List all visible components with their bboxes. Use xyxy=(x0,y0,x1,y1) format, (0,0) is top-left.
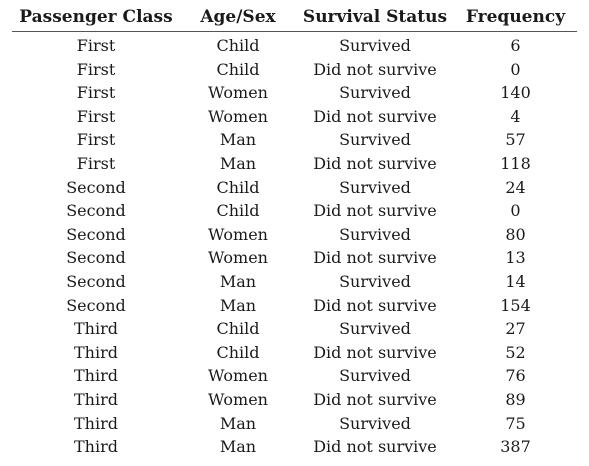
header-frequency: Frequency xyxy=(454,4,577,32)
cell-passenger-class: Second xyxy=(66,201,126,221)
table-body: First Child Survived 6 First Child Did not sur… xyxy=(12,32,577,459)
cell-frequency: 76 xyxy=(505,366,526,386)
table-row: First Child Did not survive 0 xyxy=(12,58,577,82)
table-row: Third Women Survived 76 xyxy=(12,364,577,388)
cell-age-sex: Man xyxy=(219,295,257,315)
cell-age-sex: Child xyxy=(216,319,260,339)
cell-passenger-class: Second xyxy=(66,177,126,197)
cell-age-sex: Man xyxy=(219,437,257,457)
table-row: First Man Did not survive 118 xyxy=(12,152,577,176)
cell-survival-status: Survived xyxy=(339,271,411,291)
cell-passenger-class: Third xyxy=(74,413,118,433)
table-row: Second Child Survived 24 xyxy=(12,176,577,200)
cell-passenger-class: Second xyxy=(66,224,126,244)
cell-frequency: 57 xyxy=(505,130,526,150)
cell-survival-status: Did not survive xyxy=(313,295,437,315)
table-row: Second Man Survived 14 xyxy=(12,270,577,294)
cell-survival-status: Survived xyxy=(339,366,411,386)
cell-age-sex: Child xyxy=(216,177,260,197)
cell-passenger-class: Third xyxy=(74,389,118,409)
cell-age-sex: Child xyxy=(216,36,260,55)
header-row: Passenger Class Age/Sex Survival Status … xyxy=(12,4,577,32)
cell-age-sex: Man xyxy=(219,413,257,433)
table-row: Third Man Did not survive 387 xyxy=(12,435,577,459)
cell-frequency: 140 xyxy=(500,83,531,103)
cell-survival-status: Did not survive xyxy=(313,106,437,126)
cell-frequency: 14 xyxy=(505,271,526,291)
table-row: First Women Did not survive 4 xyxy=(12,105,577,129)
cell-frequency: 0 xyxy=(510,201,521,221)
cell-survival-status: Survived xyxy=(339,319,411,339)
cell-frequency: 154 xyxy=(500,295,531,315)
cell-passenger-class: First xyxy=(76,59,116,79)
cell-survival-status: Did not survive xyxy=(313,59,437,79)
header-survival-status: Survival Status xyxy=(296,4,454,32)
cell-age-sex: Women xyxy=(208,366,268,386)
cell-survival-status: Did not survive xyxy=(313,201,437,221)
table-row: Second Women Survived 80 xyxy=(12,223,577,247)
cell-frequency: 52 xyxy=(505,342,526,362)
cell-frequency: 24 xyxy=(505,177,526,197)
cell-survival-status: Survived xyxy=(339,83,411,103)
cell-survival-status: Survived xyxy=(339,36,411,55)
header-age-sex: Age/Sex xyxy=(180,4,296,32)
cell-passenger-class: Third xyxy=(74,437,118,457)
cell-age-sex: Child xyxy=(216,201,260,221)
table-row: Third Child Did not survive 52 xyxy=(12,341,577,365)
cell-frequency: 89 xyxy=(505,389,526,409)
cell-age-sex: Women xyxy=(208,83,268,103)
cell-passenger-class: Second xyxy=(66,248,126,268)
table-row: First Child Survived 6 xyxy=(12,32,577,58)
cell-frequency: 0 xyxy=(510,59,521,79)
table-row: First Man Survived 57 xyxy=(12,128,577,152)
cell-age-sex: Women xyxy=(208,248,268,268)
cell-passenger-class: Third xyxy=(74,319,118,339)
table-row: Third Man Survived 75 xyxy=(12,412,577,436)
cell-survival-status: Survived xyxy=(339,224,411,244)
cell-age-sex: Man xyxy=(219,271,257,291)
cell-passenger-class: First xyxy=(76,130,116,150)
cell-passenger-class: First xyxy=(76,36,116,55)
table-row: Third Women Did not survive 89 xyxy=(12,388,577,412)
cell-survival-status: Survived xyxy=(339,130,411,150)
cell-survival-status: Did not survive xyxy=(313,389,437,409)
cell-age-sex: Women xyxy=(208,224,268,244)
table-row: Second Child Did not survive 0 xyxy=(12,199,577,223)
cell-frequency: 27 xyxy=(505,319,526,339)
table-header: Passenger Class Age/Sex Survival Status … xyxy=(12,4,577,32)
cell-frequency: 75 xyxy=(505,413,526,433)
cell-frequency: 118 xyxy=(500,153,531,173)
cell-frequency: 13 xyxy=(505,248,526,268)
frequency-table-container: Passenger Class Age/Sex Survival Status … xyxy=(12,4,577,459)
cell-passenger-class: Third xyxy=(74,366,118,386)
cell-age-sex: Man xyxy=(219,153,257,173)
cell-passenger-class: First xyxy=(76,153,116,173)
cell-frequency: 80 xyxy=(505,224,526,244)
cell-passenger-class: First xyxy=(76,83,116,103)
cell-survival-status: Did not survive xyxy=(313,437,437,457)
cell-survival-status: Did not survive xyxy=(313,248,437,268)
cell-passenger-class: Third xyxy=(74,342,118,362)
cell-frequency: 387 xyxy=(500,437,531,457)
table-row: Second Women Did not survive 13 xyxy=(12,246,577,270)
frequency-table: Passenger Class Age/Sex Survival Status … xyxy=(12,4,577,459)
cell-passenger-class: Second xyxy=(66,295,126,315)
cell-age-sex: Child xyxy=(216,59,260,79)
cell-age-sex: Child xyxy=(216,342,260,362)
cell-age-sex: Women xyxy=(208,106,268,126)
cell-survival-status: Survived xyxy=(339,177,411,197)
cell-survival-status: Did not survive xyxy=(313,153,437,173)
table-row: Second Man Did not survive 154 xyxy=(12,294,577,318)
table-row: First Women Survived 140 xyxy=(12,81,577,105)
cell-survival-status: Survived xyxy=(339,413,411,433)
header-passenger-class: Passenger Class xyxy=(12,4,180,32)
cell-passenger-class: First xyxy=(76,106,116,126)
cell-age-sex: Man xyxy=(219,130,257,150)
cell-frequency: 4 xyxy=(510,106,521,126)
cell-age-sex: Women xyxy=(208,389,268,409)
cell-passenger-class: Second xyxy=(66,271,126,291)
table-row: Third Child Survived 27 xyxy=(12,317,577,341)
cell-frequency: 6 xyxy=(510,36,521,55)
cell-survival-status: Did not survive xyxy=(313,342,437,362)
